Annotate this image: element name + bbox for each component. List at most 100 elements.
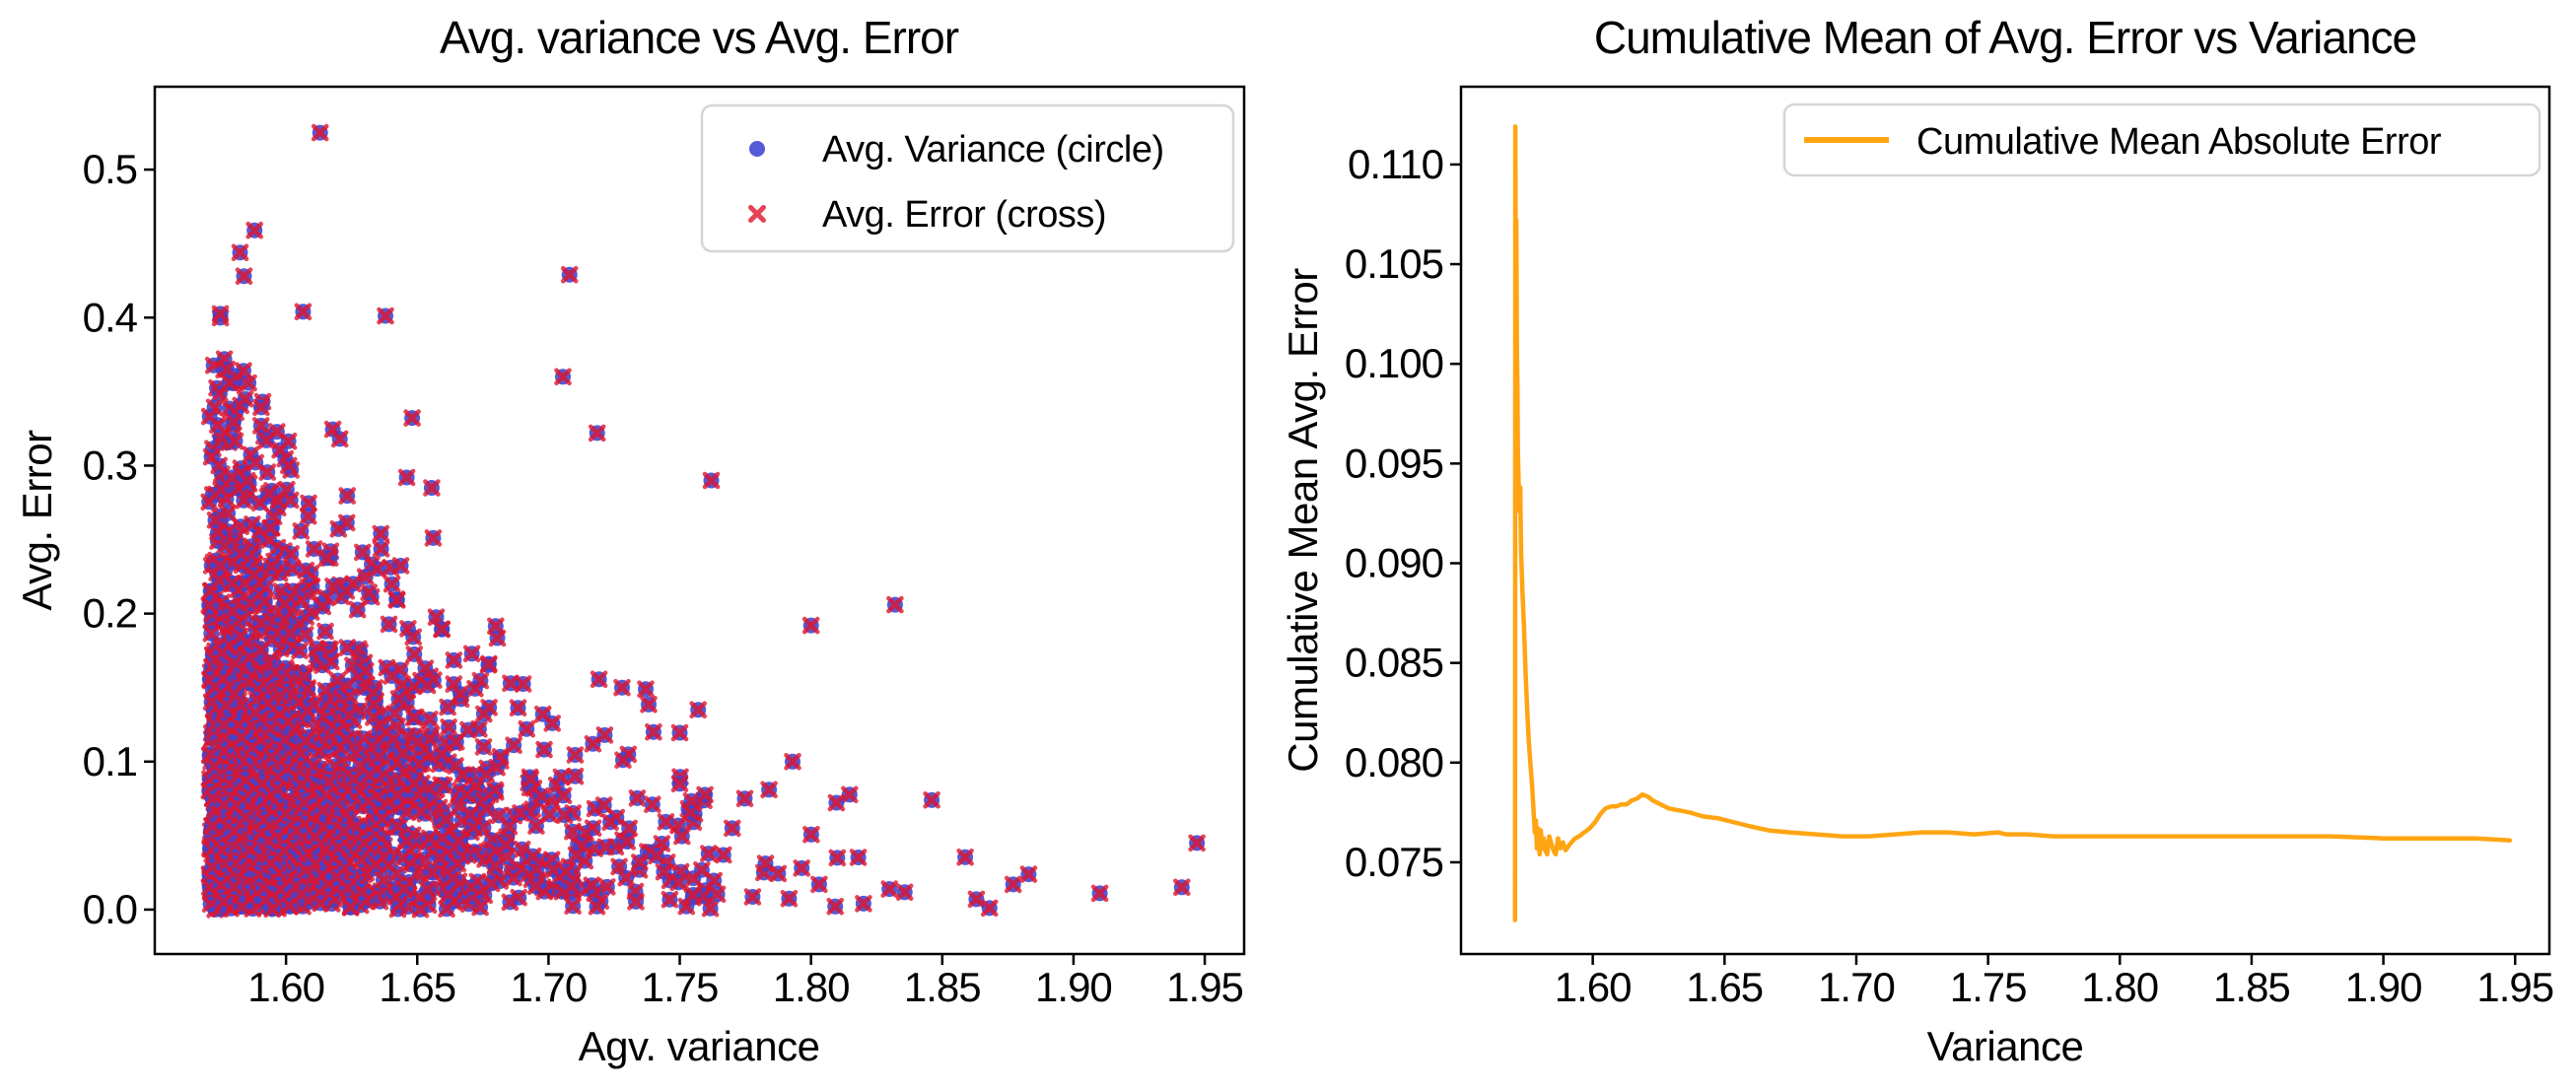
scatter-point xyxy=(1173,878,1191,897)
error-cross-marker xyxy=(1173,878,1191,897)
scatter-point xyxy=(276,804,295,823)
scatter-point xyxy=(596,838,615,856)
error-cross-marker xyxy=(880,880,899,898)
error-cross-marker xyxy=(242,594,259,613)
error-cross-marker xyxy=(477,766,496,783)
error-cross-marker xyxy=(464,818,482,837)
error-cross-marker xyxy=(640,695,658,714)
scatter-point xyxy=(640,695,658,714)
error-cross-marker xyxy=(295,667,313,686)
left-scatter-plot: 1.60 1.65 1.70 1.75 1.80 1.85 1.90 1.950.00.10.… xyxy=(83,85,1246,1010)
scatter-point xyxy=(522,770,540,788)
scatter-point xyxy=(793,859,811,877)
error-cross-marker xyxy=(756,854,775,872)
error-cross-marker xyxy=(275,595,294,613)
scatter-point xyxy=(705,871,724,890)
scatter-point xyxy=(682,791,701,810)
error-cross-marker xyxy=(216,537,234,555)
error-cross-marker xyxy=(540,805,559,824)
error-cross-marker xyxy=(486,857,505,875)
error-cross-marker xyxy=(261,518,280,537)
error-cross-marker xyxy=(705,871,724,890)
scatter-point xyxy=(236,389,254,408)
x-tick-label: 1.65 xyxy=(379,964,455,1010)
error-cross-marker xyxy=(305,540,323,558)
scatter-point xyxy=(437,810,455,829)
error-cross-marker xyxy=(522,770,540,788)
scatter-point xyxy=(380,615,398,634)
error-cross-marker xyxy=(254,879,273,897)
error-cross-marker xyxy=(566,767,585,785)
scatter-point xyxy=(297,561,315,579)
scatter-point xyxy=(509,699,527,717)
scatter-point xyxy=(601,813,619,832)
scatter-point xyxy=(523,847,542,865)
scatter-point xyxy=(262,557,281,576)
scatter-point xyxy=(461,805,479,824)
error-cross-marker xyxy=(291,642,309,660)
error-cross-marker xyxy=(385,705,404,722)
scatter-point xyxy=(701,899,720,918)
scatter-point xyxy=(240,374,257,392)
error-cross-marker xyxy=(433,745,451,763)
scatter-point xyxy=(614,751,632,770)
scatter-point xyxy=(810,875,828,894)
error-cross-marker xyxy=(213,841,232,859)
error-cross-marker xyxy=(601,813,619,832)
error-cross-marker xyxy=(254,810,273,829)
scatter-point xyxy=(416,659,435,677)
scatter-point xyxy=(827,793,846,812)
scatter-point xyxy=(368,560,386,578)
scatter-point xyxy=(335,823,353,841)
error-cross-marker xyxy=(840,785,859,804)
scatter-point xyxy=(438,900,455,919)
error-cross-marker xyxy=(368,560,386,578)
scatter-point xyxy=(535,740,553,759)
scatter-point xyxy=(502,674,520,693)
scatter-point xyxy=(449,854,467,873)
error-cross-marker xyxy=(554,786,573,805)
error-cross-marker xyxy=(466,679,484,698)
scatter-point xyxy=(337,513,356,532)
error-cross-marker xyxy=(360,583,379,601)
error-cross-marker xyxy=(236,389,254,408)
error-cross-marker xyxy=(457,785,476,804)
error-cross-marker xyxy=(438,900,455,919)
error-cross-marker xyxy=(215,893,233,911)
scatter-point xyxy=(275,595,294,613)
scatter-point xyxy=(684,886,702,904)
error-cross-marker xyxy=(200,407,219,426)
scatter-point xyxy=(447,757,464,775)
scatter-point xyxy=(211,305,230,323)
error-cross-marker xyxy=(356,568,375,586)
scatter-point xyxy=(445,868,462,887)
error-cross-marker xyxy=(404,709,423,726)
error-cross-marker xyxy=(627,893,645,911)
scatter-point xyxy=(305,540,323,558)
scatter-point xyxy=(462,878,481,897)
error-cross-marker xyxy=(462,878,481,897)
scatter-point xyxy=(956,848,974,866)
scatter-point xyxy=(527,817,545,835)
error-cross-marker xyxy=(849,849,868,866)
scatter-point xyxy=(439,698,456,716)
error-cross-marker xyxy=(555,806,574,825)
error-cross-marker xyxy=(590,670,608,689)
scatter-point xyxy=(637,680,655,699)
error-cross-marker xyxy=(219,504,237,522)
error-cross-marker xyxy=(501,893,520,912)
error-cross-marker xyxy=(347,744,365,762)
scatter-point xyxy=(880,880,899,898)
error-cross-marker xyxy=(682,791,701,810)
error-cross-marker xyxy=(416,659,435,677)
error-cross-marker xyxy=(461,805,479,824)
error-cross-marker xyxy=(595,726,614,744)
scatter-point xyxy=(389,690,408,708)
scatter-point xyxy=(505,868,522,887)
error-cross-marker xyxy=(348,600,367,619)
scatter-point xyxy=(271,880,290,899)
error-cross-marker xyxy=(684,886,702,904)
scatter-point xyxy=(219,504,237,522)
error-cross-marker xyxy=(299,507,317,525)
